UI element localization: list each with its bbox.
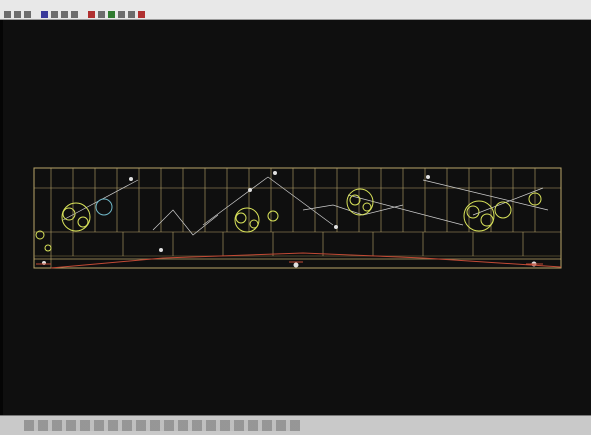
zoom-icon[interactable]	[108, 11, 115, 18]
open-icon[interactable]	[14, 11, 21, 18]
properties-icon[interactable]	[138, 11, 145, 18]
status-bar	[0, 415, 591, 435]
toolbar-separator	[34, 11, 38, 18]
tree-clusters	[35, 188, 542, 252]
layer-icon[interactable]	[128, 11, 135, 18]
status-readout	[24, 420, 300, 431]
undo-icon[interactable]	[88, 11, 95, 18]
viewport-left-edge	[0, 20, 3, 415]
site-boundary	[33, 167, 562, 269]
copy-icon[interactable]	[61, 11, 68, 18]
print-icon[interactable]	[41, 11, 48, 18]
tree-cluster-3	[346, 188, 374, 216]
tree-cluster-1	[61, 202, 91, 232]
toolbar	[4, 10, 145, 19]
cad-drawing	[3, 20, 591, 415]
redo-icon[interactable]	[98, 11, 105, 18]
pan-icon[interactable]	[118, 11, 125, 18]
tree-cluster-4	[463, 200, 495, 232]
accent-marks	[36, 252, 562, 269]
drawing-viewport[interactable]	[3, 20, 591, 415]
menu-bar	[4, 1, 47, 9]
parking-grid	[34, 168, 561, 268]
path-lines	[62, 176, 549, 236]
title-menu-bar	[0, 0, 591, 20]
new-icon[interactable]	[4, 11, 11, 18]
tree-cluster-2	[234, 207, 260, 233]
toolbar-separator	[81, 11, 85, 18]
paste-icon[interactable]	[71, 11, 78, 18]
save-icon[interactable]	[24, 11, 31, 18]
cut-icon[interactable]	[51, 11, 58, 18]
